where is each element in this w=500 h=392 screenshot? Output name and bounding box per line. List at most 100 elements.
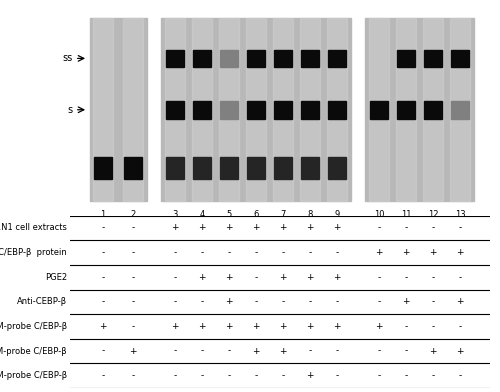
Text: -: - [308, 298, 312, 306]
Text: 5: 5 [226, 210, 232, 219]
Bar [300, 101, 320, 119]
Text: +: + [225, 223, 233, 232]
Text: -: - [102, 347, 104, 356]
Text: +: + [456, 347, 464, 356]
Bar [192, 18, 212, 201]
Bar [93, 18, 113, 201]
Text: -: - [132, 273, 134, 282]
Text: 9: 9 [334, 210, 340, 219]
Text: -: - [336, 347, 338, 356]
Bar [90, 18, 147, 201]
Text: -: - [432, 223, 434, 232]
Bar [161, 18, 351, 201]
Text: +: + [252, 223, 260, 232]
Text: +: + [429, 248, 437, 257]
Text: -: - [458, 322, 462, 331]
Text: +: + [225, 322, 233, 331]
Text: +: + [429, 347, 437, 356]
Text: M-probe C/EBP-β: M-probe C/EBP-β [0, 347, 67, 356]
Text: -: - [308, 347, 312, 356]
Text: -: - [174, 371, 176, 380]
Text: 8: 8 [308, 210, 312, 219]
Text: -: - [102, 371, 104, 380]
Text: -: - [102, 298, 104, 306]
Text: -: - [404, 273, 407, 282]
Text: -: - [404, 223, 407, 232]
Text: -: - [200, 347, 203, 356]
Text: +: + [333, 273, 341, 282]
Text: -: - [432, 322, 434, 331]
Text: -: - [336, 298, 338, 306]
Text: -: - [132, 248, 134, 257]
Bar [220, 158, 238, 180]
Text: +: + [279, 322, 287, 331]
Text: 10: 10 [374, 210, 384, 219]
Text: -: - [102, 273, 104, 282]
Bar [369, 18, 389, 201]
Text: -: - [254, 248, 258, 257]
Bar [396, 50, 415, 67]
Bar [300, 50, 320, 67]
Bar [192, 101, 212, 119]
Text: +: + [171, 223, 179, 232]
Text: +: + [402, 298, 410, 306]
Bar [219, 18, 239, 201]
Text: -: - [378, 223, 380, 232]
Text: +: + [225, 298, 233, 306]
Text: +: + [306, 273, 314, 282]
Bar [246, 18, 266, 201]
Text: 3: 3 [172, 210, 178, 219]
Bar [396, 101, 415, 119]
Bar [246, 101, 266, 119]
Bar [396, 18, 416, 201]
Text: +: + [402, 248, 410, 257]
Bar [94, 158, 112, 180]
Bar [450, 50, 469, 67]
Bar [166, 50, 184, 67]
Text: -: - [282, 248, 284, 257]
Text: +: + [198, 223, 206, 232]
Bar [423, 18, 443, 201]
Text: +: + [375, 322, 383, 331]
Text: -: - [378, 371, 380, 380]
Text: +: + [198, 273, 206, 282]
Text: +: + [225, 273, 233, 282]
Text: +: + [171, 322, 179, 331]
Text: Recombinant C/EBP-β  protein: Recombinant C/EBP-β protein [0, 248, 67, 257]
Text: -: - [228, 248, 230, 257]
Text: -: - [174, 347, 176, 356]
Text: +: + [279, 223, 287, 232]
Text: +: + [456, 298, 464, 306]
Bar [274, 101, 292, 119]
Text: +: + [279, 273, 287, 282]
Text: -: - [432, 298, 434, 306]
Text: -: - [254, 298, 258, 306]
Text: -: - [458, 223, 462, 232]
Text: +: + [306, 371, 314, 380]
Bar [220, 101, 238, 119]
Bar [424, 50, 442, 67]
Text: +: + [129, 347, 137, 356]
Text: -: - [102, 223, 104, 232]
Text: -: - [404, 371, 407, 380]
Bar [166, 101, 184, 119]
Bar [166, 158, 184, 180]
Bar [123, 18, 143, 201]
Text: -: - [132, 371, 134, 380]
Bar [450, 18, 470, 201]
Text: -: - [282, 371, 284, 380]
Bar [274, 158, 292, 180]
Bar [165, 18, 185, 201]
Text: -: - [458, 273, 462, 282]
Bar [327, 18, 347, 201]
Bar [370, 101, 388, 119]
Bar [424, 101, 442, 119]
Text: -: - [254, 273, 258, 282]
Bar [246, 50, 266, 67]
Text: +: + [333, 322, 341, 331]
Text: -: - [378, 298, 380, 306]
Text: ss: ss [63, 53, 73, 64]
Bar [328, 158, 346, 180]
Bar [274, 50, 292, 67]
Text: -: - [228, 347, 230, 356]
